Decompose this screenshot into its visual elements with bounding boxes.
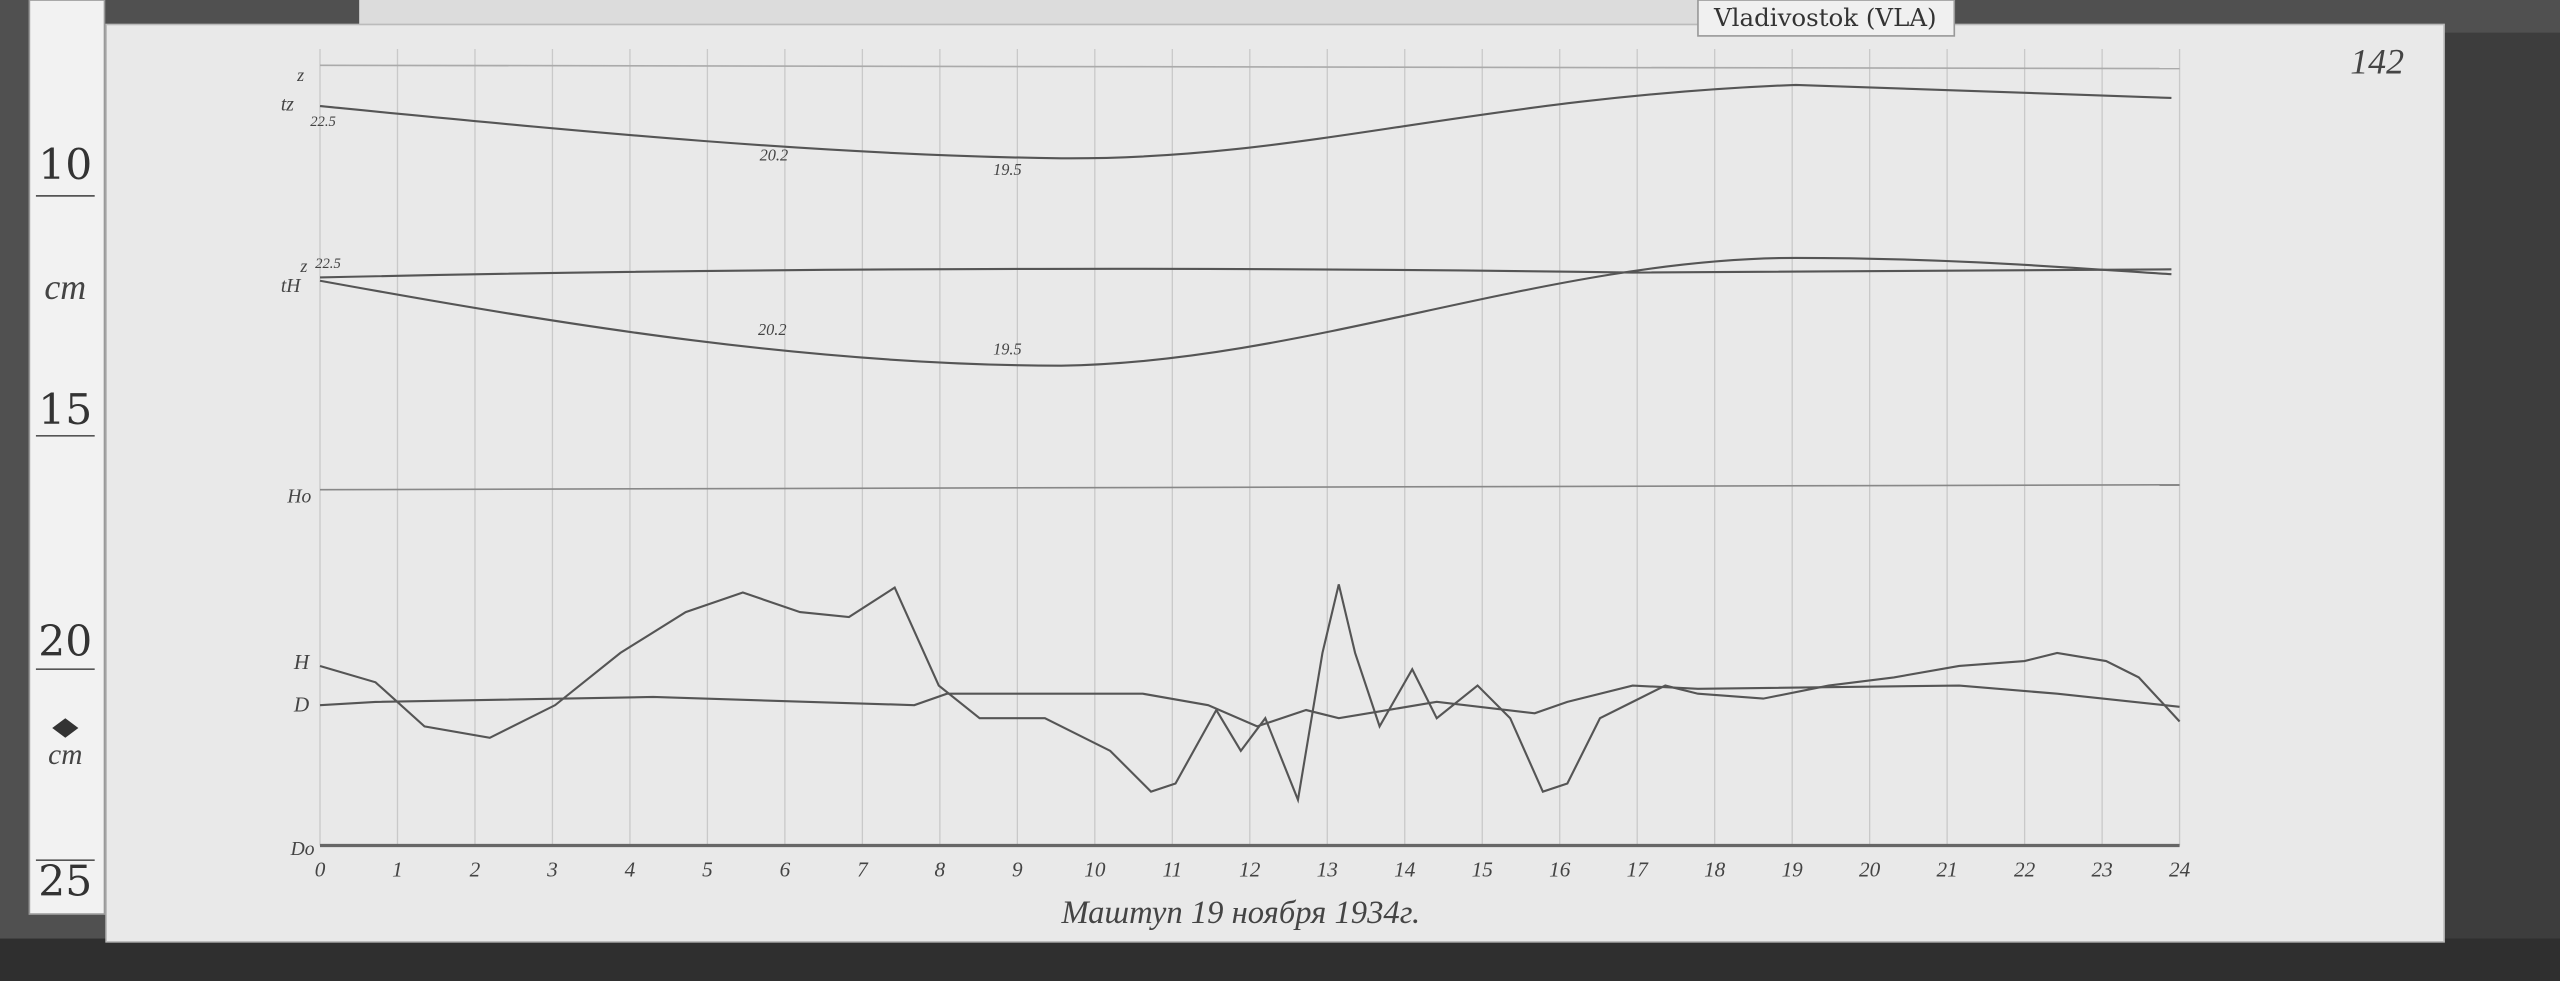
station-tag — [1697, 0, 1956, 37]
hour-label: 20 — [1859, 858, 1881, 882]
paper — [105, 23, 2445, 943]
ruler-label: cm — [44, 267, 86, 307]
hour-label: 18 — [1704, 858, 1726, 882]
trace-label: Do — [290, 839, 315, 860]
bottom-edge — [0, 938, 2560, 981]
trace-label: H — [293, 650, 311, 674]
trace-value: 22.5 — [310, 114, 336, 130]
hour-label: 15 — [1472, 858, 1493, 882]
hour-label: 17 — [1627, 858, 1650, 882]
page-number: 142 — [2350, 42, 2404, 82]
ruler-ticks — [35, 195, 95, 862]
hour-label: 22 — [2014, 858, 2036, 882]
hour-label: 12 — [1239, 858, 1261, 882]
ruler-label: cm — [48, 739, 82, 771]
hour-label: 19 — [1782, 858, 1804, 882]
hour-label: 1 — [392, 858, 403, 882]
baseline-z — [319, 64, 2180, 70]
tz-trace — [319, 83, 2172, 160]
curve-note: 19.5 — [993, 340, 1022, 359]
trace-label: z — [299, 256, 307, 276]
ruler-label: 25 — [38, 858, 92, 907]
trace-label: D — [293, 693, 309, 717]
curve-note: 20.2 — [760, 145, 789, 164]
hour-label: 14 — [1394, 858, 1416, 882]
hour-label: 16 — [1549, 858, 1571, 882]
hour-label: 2 — [470, 858, 481, 882]
hour-label: 10 — [1084, 858, 1106, 882]
wood-edge — [2444, 32, 2560, 947]
hour-label: 23 — [2091, 858, 2112, 882]
station-name: Vladivostok (VLA) — [1713, 3, 1937, 32]
hour-label: 13 — [1317, 858, 1338, 882]
hour-label: 4 — [625, 858, 636, 882]
baseline-ho — [319, 483, 2180, 491]
ruler-label: 10 — [38, 141, 92, 190]
trace-label: tz — [281, 95, 294, 116]
hour-label: 21 — [1937, 858, 1958, 882]
hour-label: 0 — [315, 858, 326, 882]
ruler-label: 15 — [38, 386, 92, 435]
hour-label: 11 — [1162, 858, 1182, 882]
hour-label: 8 — [935, 858, 946, 882]
hour-label: 9 — [1012, 858, 1023, 882]
trace-label: tH — [281, 276, 302, 297]
th-line — [319, 267, 2172, 279]
trace-label: z — [296, 65, 304, 85]
caption: Маштуп 19 ноября 1934г. — [1060, 895, 1420, 931]
hour-grid — [319, 48, 2181, 846]
hour-label: 24 — [2169, 858, 2191, 882]
hour-label: 3 — [546, 858, 558, 882]
ruler-label: 20 — [38, 618, 92, 667]
hour-labels: 0 1 2 3 4 5 6 7 8 9 10 11 12 13 14 15 16 17 18 19 20 21 22 23 24 — [315, 858, 2191, 882]
ruler — [28, 0, 106, 915]
curve-note: 19.5 — [993, 160, 1022, 179]
hour-label: 5 — [702, 858, 713, 882]
hour-label: 7 — [857, 858, 869, 882]
trace-value: 22.5 — [315, 256, 341, 272]
trace-label: Ho — [286, 486, 311, 507]
curve-note: 20.2 — [758, 320, 787, 339]
hour-label: 6 — [780, 858, 791, 882]
d-trace — [319, 684, 2180, 728]
th-trace — [319, 256, 2172, 367]
